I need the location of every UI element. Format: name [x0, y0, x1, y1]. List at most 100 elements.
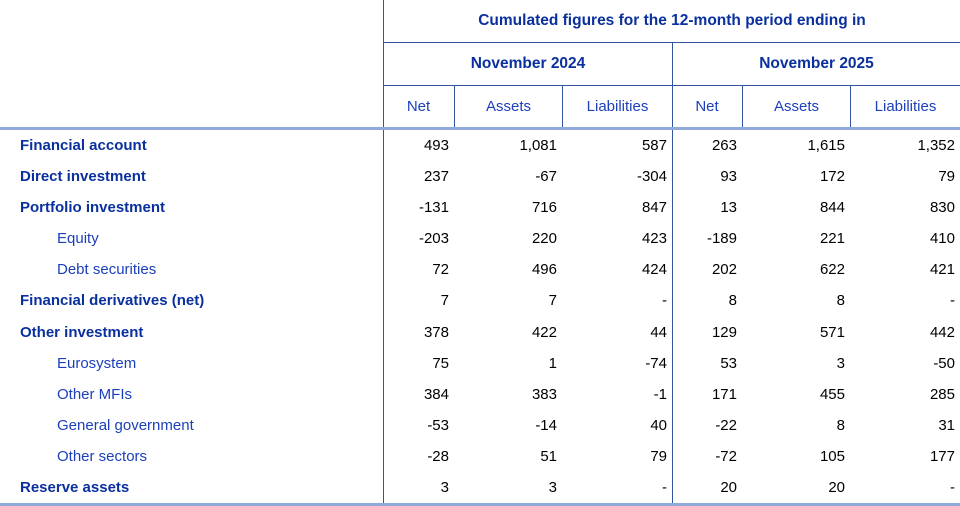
cell-value: 44	[650, 323, 667, 341]
cell-value: 79	[650, 447, 667, 465]
cell-value: 202	[711, 261, 737, 279]
column-header-net-2025: Net	[695, 98, 719, 115]
cell-value: -	[950, 478, 955, 496]
cell-value: 105	[819, 447, 845, 465]
cell-value: -14	[535, 416, 557, 434]
cell-value: 493	[423, 137, 449, 155]
row-label: Portfolio investment	[20, 199, 166, 217]
table-row: Other sectors -28 51 79 -72 105 177	[0, 441, 960, 472]
cell-value: 51	[540, 447, 557, 465]
row-label: Financial account	[20, 137, 147, 155]
cell-value: -304	[636, 168, 667, 186]
cell-value: 383	[531, 385, 557, 403]
column-header-assets-2025: Assets	[742, 86, 850, 127]
table-row: Debt securities 72 496 424 202 622 421	[0, 254, 960, 285]
cell-value: 285	[929, 385, 955, 403]
cell-value: 8	[836, 292, 845, 310]
cell-value: 263	[711, 137, 737, 155]
cell-value: 421	[929, 261, 955, 279]
cell-value: 177	[929, 447, 955, 465]
cell-value: -131	[418, 199, 449, 217]
row-label: Financial derivatives (net)	[20, 292, 205, 310]
cell-value: -72	[715, 447, 737, 465]
cell-value: 31	[938, 416, 955, 434]
cell-value: 72	[432, 261, 449, 279]
cell-value: -189	[706, 230, 737, 248]
table-row: Financial account 493 1,081 587 263 1,615 1,35…	[0, 130, 960, 161]
cell-value: -	[662, 292, 667, 310]
cell-value: 622	[819, 261, 845, 279]
cell-value: 1,352	[917, 137, 955, 155]
row-label: Eurosystem	[57, 354, 137, 372]
cell-value: 587	[641, 137, 667, 155]
cell-value: 75	[432, 354, 449, 372]
cell-value: -22	[715, 416, 737, 434]
cell-value: 172	[819, 168, 845, 186]
table-row: Other MFIs 384 383 -1 171 455 285	[0, 379, 960, 410]
row-label: Debt securities	[57, 261, 157, 279]
cell-value: 129	[711, 323, 737, 341]
divider-period-groups	[672, 43, 673, 503]
cell-value: 847	[641, 199, 667, 217]
cell-value: -67	[535, 168, 557, 186]
cell-value: 442	[929, 323, 955, 341]
column-header-liabilities-2025: Liabilities	[850, 86, 960, 127]
column-header-net-2024: Net	[406, 98, 431, 115]
cell-value: 3	[440, 478, 449, 496]
cell-value: 496	[531, 261, 557, 279]
bottom-rule	[0, 503, 960, 506]
cell-value: 3	[836, 354, 845, 372]
column-header-liabilities-2024: Liabilities	[562, 86, 672, 127]
cell-value: 221	[819, 230, 845, 248]
row-label: Reserve assets	[20, 478, 130, 496]
cell-value: 3	[548, 478, 557, 496]
cell-value: 384	[423, 385, 449, 403]
cell-value: 423	[641, 230, 667, 248]
cell-value: 7	[440, 292, 449, 310]
cell-value: 844	[819, 199, 845, 217]
cell-value: 171	[711, 385, 737, 403]
table-row: Other investment 378 422 44 129 571 442	[0, 316, 960, 347]
cell-value: -50	[933, 354, 955, 372]
cell-value: 571	[819, 323, 845, 341]
cell-value: 40	[650, 416, 667, 434]
cell-value: 1,615	[807, 137, 845, 155]
header-rule	[0, 127, 960, 130]
row-label: Direct investment	[20, 168, 146, 186]
cell-value: 237	[423, 168, 449, 186]
cell-value: 20	[720, 478, 737, 496]
cell-value: 20	[828, 478, 845, 496]
cell-value: 53	[720, 354, 737, 372]
cell-value: 378	[423, 323, 449, 341]
cell-value: 13	[720, 199, 737, 217]
cell-value: -	[662, 478, 667, 496]
table-row: Reserve assets 3 3 - 20 20 -	[0, 472, 960, 503]
cell-value: 8	[836, 416, 845, 434]
table-row: Eurosystem 75 1 -74 53 3 -50	[0, 348, 960, 379]
cell-value: 220	[531, 230, 557, 248]
cell-value: -	[950, 292, 955, 310]
column-group-november-2025: November 2025	[673, 43, 960, 86]
table-row: Portfolio investment -131 716 847 13 844 830	[0, 192, 960, 223]
cell-value: 716	[531, 199, 557, 217]
column-header-assets-2024: Assets	[454, 86, 562, 127]
cell-value: 1	[548, 354, 557, 372]
row-label: Other MFIs	[57, 385, 133, 403]
table-row: Equity -203 220 423 -189 221 410	[0, 223, 960, 254]
row-label: Other investment	[20, 323, 144, 341]
divider-labels-data	[383, 0, 384, 503]
table-row: Direct investment 237 -67 -304 93 172 79	[0, 161, 960, 192]
cell-value: 410	[929, 230, 955, 248]
cell-value: 79	[938, 168, 955, 186]
row-label: Equity	[57, 230, 99, 248]
column-group-november-2024: November 2024	[384, 43, 672, 86]
row-label: General government	[57, 416, 194, 434]
cell-value: -28	[427, 447, 449, 465]
cell-value: -1	[653, 385, 667, 403]
row-label: Other sectors	[57, 447, 148, 465]
cell-value: 8	[728, 292, 737, 310]
table-row: Financial derivatives (net) 7 7 - 8 8 -	[0, 285, 960, 316]
table-title: Cumulated figures for the 12-month perio…	[384, 0, 960, 43]
table-body: Financial account 493 1,081 587 263 1,615 1,35…	[0, 130, 960, 503]
